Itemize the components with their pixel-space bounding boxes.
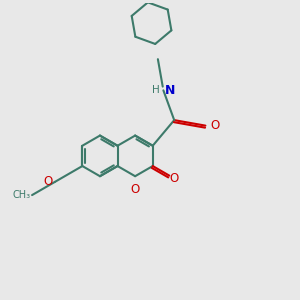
- Text: CH₃: CH₃: [13, 190, 31, 200]
- Text: O: O: [169, 172, 178, 185]
- Text: N: N: [165, 84, 175, 97]
- Text: O: O: [43, 176, 52, 188]
- Text: O: O: [130, 183, 140, 196]
- Text: O: O: [210, 119, 220, 132]
- Text: H: H: [152, 85, 160, 95]
